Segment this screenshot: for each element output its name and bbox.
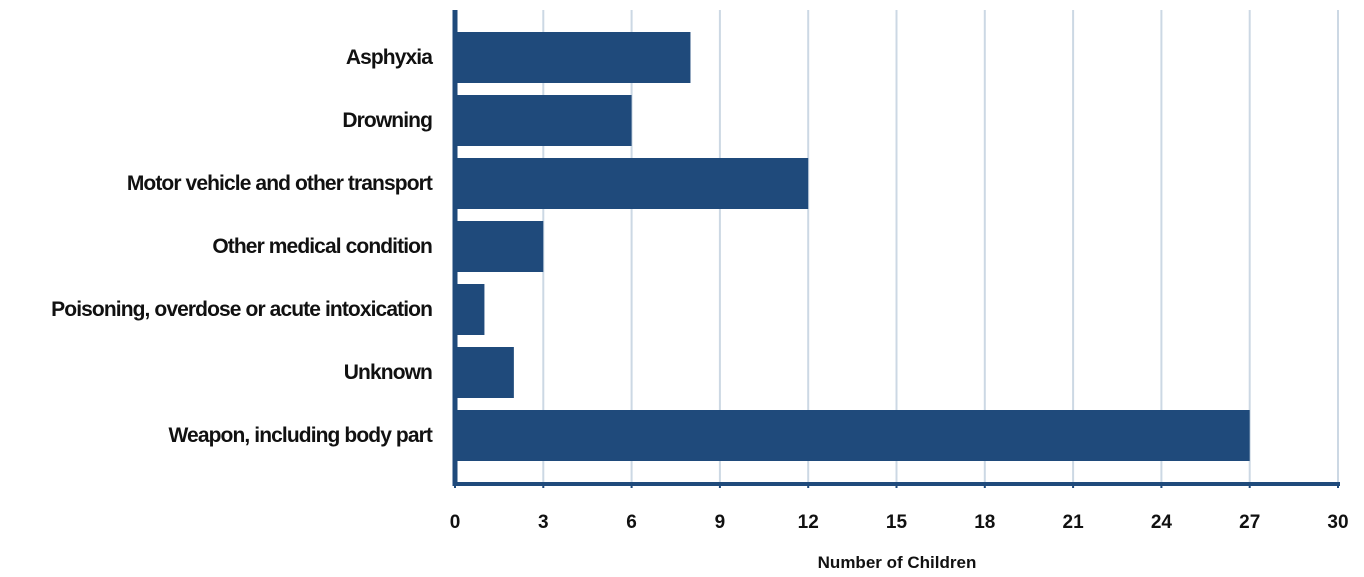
category-label: Unknown (344, 361, 432, 384)
bar (455, 32, 691, 83)
category-label: Other medical condition (212, 235, 432, 258)
grid-lines (542, 10, 1339, 484)
category-label: Asphyxia (346, 46, 433, 69)
bar (455, 347, 514, 398)
bar (455, 221, 544, 272)
category-label: Weapon, including body part (169, 424, 433, 447)
x-tick-labels: 0 3 6 9 12 15 18 21 24 27 30 (450, 512, 1349, 533)
x-tick-label: 30 (1327, 512, 1348, 533)
x-tick-label: 15 (886, 512, 908, 533)
bar (455, 284, 485, 335)
bar (455, 410, 1250, 461)
x-tick-label: 6 (626, 512, 637, 533)
category-label: Motor vehicle and other transport (127, 172, 433, 195)
x-tick-label: 9 (715, 512, 726, 533)
bars (455, 32, 1250, 461)
axes (452, 10, 1340, 488)
bar (455, 158, 809, 209)
x-tick-label: 18 (974, 512, 995, 533)
x-tick-label: 3 (538, 512, 549, 533)
x-axis-title: Number of Children (818, 553, 977, 572)
x-tick-label: 27 (1239, 512, 1260, 533)
category-label: Drowning (342, 109, 432, 132)
x-tick-label: 21 (1063, 512, 1085, 533)
category-labels: Asphyxia Drowning Motor vehicle and other … (51, 46, 434, 447)
x-tick-label: 12 (798, 512, 819, 533)
x-tick-label: 24 (1151, 512, 1173, 533)
x-tick-label: 0 (450, 512, 461, 533)
category-label: Poisoning, overdose or acute intoxicatio… (51, 298, 432, 321)
bar (455, 95, 632, 146)
